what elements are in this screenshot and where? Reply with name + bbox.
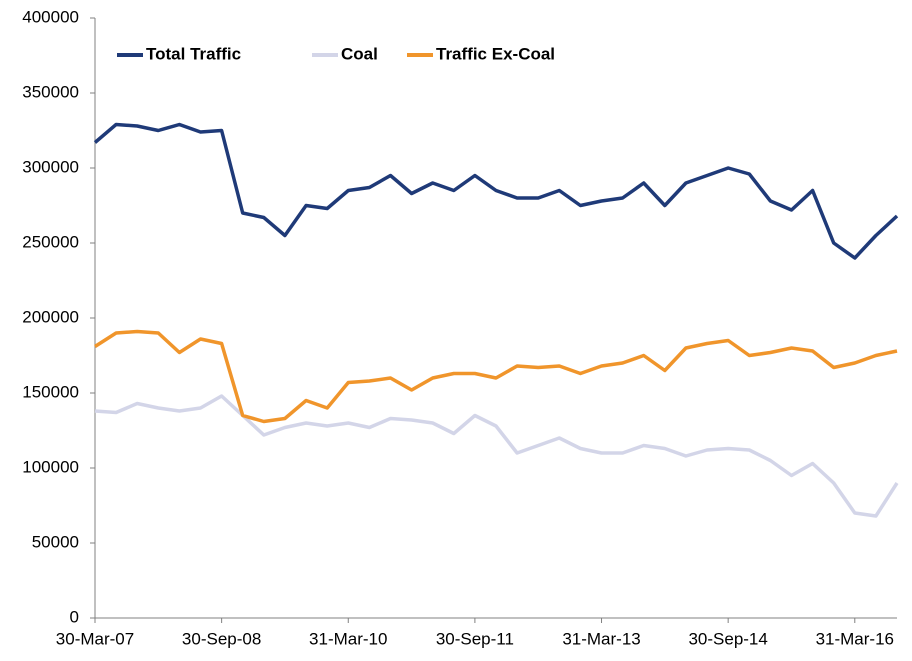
x-tick-label: 31-Mar-10 — [309, 629, 387, 648]
x-tick-label: 31-Mar-16 — [816, 629, 894, 648]
x-tick-label: 30-Sep-14 — [688, 629, 767, 648]
y-tick-label: 100000 — [22, 457, 79, 476]
y-tick-label: 50000 — [32, 532, 79, 551]
y-tick-label: 0 — [70, 607, 79, 626]
y-tick-label: 400000 — [22, 7, 79, 26]
legend-label: Total Traffic — [146, 44, 241, 63]
legend-label: Traffic Ex-Coal — [436, 44, 555, 63]
y-tick-label: 150000 — [22, 382, 79, 401]
y-tick-label: 200000 — [22, 307, 79, 326]
x-tick-label: 30-Sep-08 — [182, 629, 261, 648]
x-tick-label: 30-Mar-07 — [56, 629, 134, 648]
y-tick-label: 350000 — [22, 82, 79, 101]
x-tick-label: 30-Sep-11 — [436, 629, 514, 648]
x-tick-label: 31-Mar-13 — [562, 629, 640, 648]
line-series — [94, 394, 899, 518]
line-series — [93, 122, 899, 260]
legend-label: Coal — [341, 44, 378, 63]
line-series — [94, 329, 898, 424]
y-tick-label: 300000 — [22, 157, 79, 176]
y-tick-label: 250000 — [22, 232, 79, 251]
